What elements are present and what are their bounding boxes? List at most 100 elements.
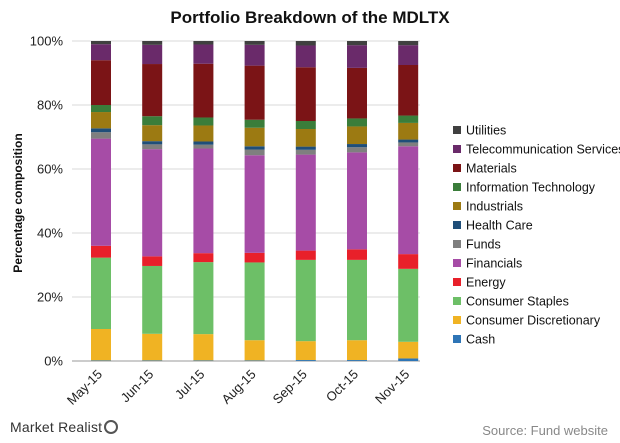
magnifier-icon: [104, 420, 119, 434]
bar-segment: [142, 144, 163, 150]
legend-entry: Consumer Staples: [466, 295, 569, 309]
bar-segment: [244, 41, 265, 45]
bar-segment: [244, 360, 265, 361]
chart-title: Portfolio Breakdown of the MDLTX: [170, 8, 450, 27]
legend-entry: Cash: [466, 333, 495, 347]
bar-segment: [91, 128, 111, 133]
y-tick-label: 60%: [37, 162, 63, 177]
bar-segment: [398, 146, 419, 255]
legend-swatch: [453, 126, 461, 134]
bar-segment: [295, 154, 316, 251]
bar-segment: [142, 44, 163, 65]
bar-segment: [193, 63, 214, 118]
legend-entry: Funds: [466, 238, 501, 252]
bar-segment: [91, 41, 111, 45]
y-axis-ticks: 0% 20% 40% 60% 80% 100%: [30, 34, 64, 369]
bar-segment: [295, 341, 316, 361]
bar-segment: [398, 122, 419, 140]
bar-segment: [142, 41, 163, 45]
x-axis-ticks: May-15 Jun-15 Jul-15 Aug-15 Sep-15 Oct-15 Nov-…: [64, 367, 412, 408]
bar-segment: [142, 116, 163, 126]
bar-segment: [244, 127, 265, 147]
bar-segment: [142, 256, 163, 266]
legend-swatch: [453, 202, 461, 210]
bar-segment: [244, 146, 265, 150]
bar-segment: [347, 126, 367, 145]
bar-segment: [295, 250, 316, 260]
bar-segment: [398, 139, 419, 143]
bar-segment: [193, 253, 214, 263]
bar-segment: [193, 360, 214, 361]
bar-segment: [193, 262, 214, 335]
legend-swatch: [453, 259, 461, 267]
brand-name: Market Realist: [10, 419, 103, 435]
bar-segment: [295, 41, 316, 46]
bar-segment: [142, 64, 163, 117]
bar-segment: [295, 259, 316, 342]
bar-segment: [142, 265, 163, 334]
legend-entry: Information Technology: [466, 181, 596, 195]
bar-segment: [295, 121, 316, 129]
bar-segment: [398, 41, 419, 46]
x-tick-label: Jul-15: [172, 367, 208, 403]
bar-segment: [193, 141, 214, 145]
source-note: Source: Fund website: [482, 423, 608, 438]
legend-swatch: [453, 221, 461, 229]
bar-segment: [91, 112, 111, 129]
bar-segment: [347, 67, 367, 119]
bar-segment: [142, 360, 163, 361]
bar-segment: [244, 65, 265, 120]
bar-segment: [91, 60, 111, 105]
legend-entry: Utilities: [466, 124, 506, 138]
bar-segment: [91, 138, 111, 246]
bar-segment: [244, 155, 265, 253]
bar-segment: [244, 252, 265, 263]
legend-entry: Telecommunication Services: [466, 143, 620, 157]
y-tick-label: 100%: [30, 34, 64, 49]
legend-entry: Financials: [466, 257, 522, 271]
legend-swatch: [453, 297, 461, 305]
bar-segment: [193, 148, 214, 254]
bar-segment: [347, 144, 367, 148]
bar-segment: [91, 44, 111, 61]
bar-segment: [347, 152, 367, 250]
bar-segment: [295, 146, 316, 150]
bar-segment: [91, 245, 111, 258]
y-tick-label: 80%: [37, 98, 63, 113]
x-tick-label: May-15: [64, 367, 105, 408]
legend-entry: Consumer Discretionary: [466, 314, 601, 328]
bar-segment: [193, 125, 214, 142]
bar-segment: [244, 119, 265, 128]
x-tick-label: Jun-15: [118, 367, 157, 406]
bar-segment: [295, 360, 316, 361]
bar-segment: [142, 333, 163, 361]
bar-segment: [91, 329, 111, 361]
bar-segment: [398, 65, 419, 116]
y-tick-label: 40%: [37, 226, 63, 241]
bar-segment: [193, 117, 214, 126]
x-tick-label: Sep-15: [270, 367, 310, 407]
x-tick-label: Oct-15: [323, 367, 361, 405]
y-tick-label: 20%: [37, 290, 63, 305]
bar-segment: [91, 132, 111, 139]
bar-segment: [244, 340, 265, 361]
legend-swatch: [453, 183, 461, 191]
y-axis-label: Percentage composition: [11, 133, 25, 272]
bar-segment: [347, 41, 367, 46]
legend-entry: Health Care: [466, 219, 533, 233]
legend-swatch: [453, 335, 461, 343]
bar-segment: [91, 105, 111, 113]
bar-segment: [244, 149, 265, 156]
legend-entry: Materials: [466, 162, 517, 176]
legend: Utilities Telecommunication Services Mater…: [453, 124, 620, 347]
bar-segment: [142, 125, 163, 142]
bar-segment: [91, 360, 111, 361]
x-tick-label: Nov-15: [372, 367, 412, 407]
bar-segment: [142, 141, 163, 145]
bar-segment: [91, 257, 111, 329]
legend-entry: Industrials: [466, 200, 523, 214]
bar-segment: [193, 44, 214, 64]
bar-segment: [398, 115, 419, 123]
bar-segment: [347, 118, 367, 127]
